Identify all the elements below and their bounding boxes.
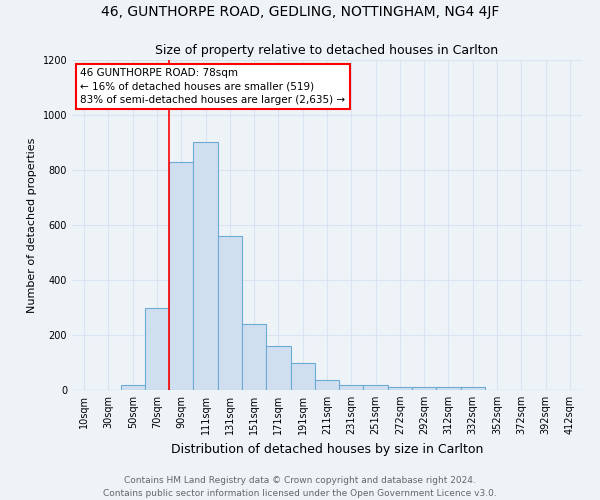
Bar (121, 384, 145, 390)
Bar (218, 236, 242, 390)
Text: Contains HM Land Registry data © Crown copyright and database right 2024.
Contai: Contains HM Land Registry data © Crown c… (103, 476, 497, 498)
X-axis label: Distribution of detached houses by size in Carlton: Distribution of detached houses by size … (171, 442, 483, 456)
Title: Size of property relative to detached houses in Carlton: Size of property relative to detached ho… (155, 44, 499, 58)
Y-axis label: Number of detached properties: Number of detached properties (27, 138, 37, 312)
Text: 46, GUNTHORPE ROAD, GEDLING, NOTTINGHAM, NG4 4JF: 46, GUNTHORPE ROAD, GEDLING, NOTTINGHAM,… (101, 5, 499, 19)
Bar (242, 324, 266, 390)
Bar (315, 380, 339, 390)
Bar (436, 387, 461, 390)
Bar (169, 162, 193, 390)
Bar (145, 308, 169, 390)
Bar (290, 362, 315, 390)
Bar (266, 346, 290, 390)
Bar (388, 387, 412, 390)
Bar (461, 387, 485, 390)
Bar (412, 387, 436, 390)
Bar (339, 384, 364, 390)
Bar (193, 142, 218, 390)
Text: 46 GUNTHORPE ROAD: 78sqm
← 16% of detached houses are smaller (519)
83% of semi-: 46 GUNTHORPE ROAD: 78sqm ← 16% of detach… (80, 68, 346, 104)
Bar (364, 384, 388, 390)
